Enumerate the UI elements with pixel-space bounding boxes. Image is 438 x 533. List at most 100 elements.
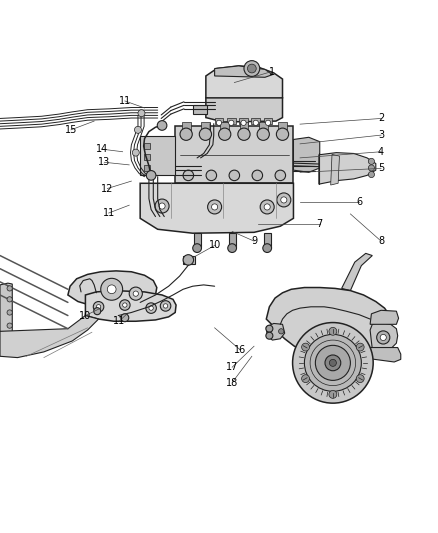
Polygon shape	[264, 118, 272, 124]
Text: 11: 11	[102, 208, 115, 218]
Circle shape	[329, 391, 337, 398]
Circle shape	[123, 303, 127, 307]
Circle shape	[302, 343, 310, 351]
Circle shape	[329, 359, 336, 366]
Circle shape	[93, 302, 104, 312]
Circle shape	[206, 170, 216, 181]
Circle shape	[263, 244, 272, 253]
Circle shape	[183, 170, 194, 181]
Circle shape	[368, 172, 374, 177]
Circle shape	[260, 200, 274, 214]
Circle shape	[315, 345, 350, 381]
Circle shape	[229, 170, 240, 181]
Circle shape	[279, 329, 284, 334]
Circle shape	[257, 128, 269, 140]
Circle shape	[229, 120, 234, 125]
Text: 11: 11	[113, 316, 125, 326]
Polygon shape	[293, 138, 320, 172]
Circle shape	[247, 64, 256, 73]
Circle shape	[157, 120, 167, 130]
Circle shape	[216, 120, 222, 125]
Circle shape	[304, 334, 361, 391]
Polygon shape	[331, 155, 339, 185]
Circle shape	[377, 331, 390, 344]
Circle shape	[368, 158, 374, 165]
Circle shape	[160, 301, 171, 311]
Bar	[194, 233, 201, 247]
Text: 10: 10	[208, 240, 221, 251]
Polygon shape	[193, 106, 207, 114]
Polygon shape	[140, 183, 293, 233]
Circle shape	[293, 322, 373, 403]
Text: 14: 14	[95, 144, 108, 154]
Circle shape	[121, 314, 129, 322]
Circle shape	[7, 323, 12, 328]
Circle shape	[146, 171, 156, 180]
Circle shape	[356, 375, 364, 383]
Polygon shape	[370, 322, 398, 351]
Text: 10: 10	[79, 311, 92, 320]
Circle shape	[149, 306, 153, 310]
Circle shape	[146, 303, 156, 313]
Polygon shape	[342, 253, 372, 290]
Circle shape	[238, 128, 250, 140]
Circle shape	[244, 61, 260, 76]
Polygon shape	[183, 255, 195, 264]
Circle shape	[199, 128, 212, 140]
Circle shape	[138, 110, 145, 117]
Polygon shape	[239, 118, 248, 124]
Circle shape	[281, 197, 287, 203]
Text: 5: 5	[378, 164, 384, 173]
Circle shape	[228, 244, 237, 253]
Circle shape	[356, 343, 364, 351]
Circle shape	[159, 203, 165, 209]
Circle shape	[368, 165, 374, 171]
Circle shape	[155, 199, 169, 213]
Polygon shape	[266, 287, 391, 356]
Text: 9: 9	[251, 236, 257, 246]
Bar	[144, 165, 150, 171]
Circle shape	[241, 120, 246, 125]
Polygon shape	[68, 271, 157, 307]
Text: 6: 6	[356, 197, 362, 207]
Polygon shape	[206, 66, 283, 103]
Polygon shape	[85, 290, 176, 321]
Circle shape	[163, 304, 168, 308]
Circle shape	[133, 291, 138, 296]
Polygon shape	[175, 126, 293, 183]
Circle shape	[7, 310, 12, 315]
Polygon shape	[215, 66, 272, 77]
Circle shape	[107, 285, 116, 294]
Polygon shape	[0, 283, 12, 333]
Polygon shape	[140, 136, 175, 174]
Bar	[144, 155, 150, 159]
Polygon shape	[227, 118, 236, 124]
Circle shape	[134, 126, 141, 133]
Polygon shape	[370, 310, 399, 324]
Circle shape	[94, 308, 101, 314]
Text: 4: 4	[378, 147, 384, 157]
Text: 15: 15	[65, 125, 77, 135]
Circle shape	[180, 128, 192, 140]
Polygon shape	[0, 316, 99, 358]
Text: 18: 18	[226, 377, 238, 387]
Text: 13: 13	[98, 157, 110, 167]
Circle shape	[302, 375, 310, 383]
Circle shape	[193, 244, 201, 253]
Circle shape	[325, 355, 341, 371]
Circle shape	[264, 204, 270, 210]
Text: 1: 1	[268, 67, 275, 77]
Circle shape	[7, 286, 12, 291]
Polygon shape	[215, 118, 223, 124]
Circle shape	[265, 120, 271, 125]
Text: 2: 2	[378, 114, 384, 124]
Circle shape	[183, 255, 194, 265]
Text: 16: 16	[234, 345, 246, 355]
Polygon shape	[206, 98, 283, 122]
Text: 8: 8	[378, 236, 384, 246]
Text: 11: 11	[119, 96, 131, 106]
Circle shape	[132, 149, 139, 156]
Circle shape	[208, 200, 222, 214]
Bar	[229, 233, 236, 247]
Circle shape	[276, 128, 289, 140]
